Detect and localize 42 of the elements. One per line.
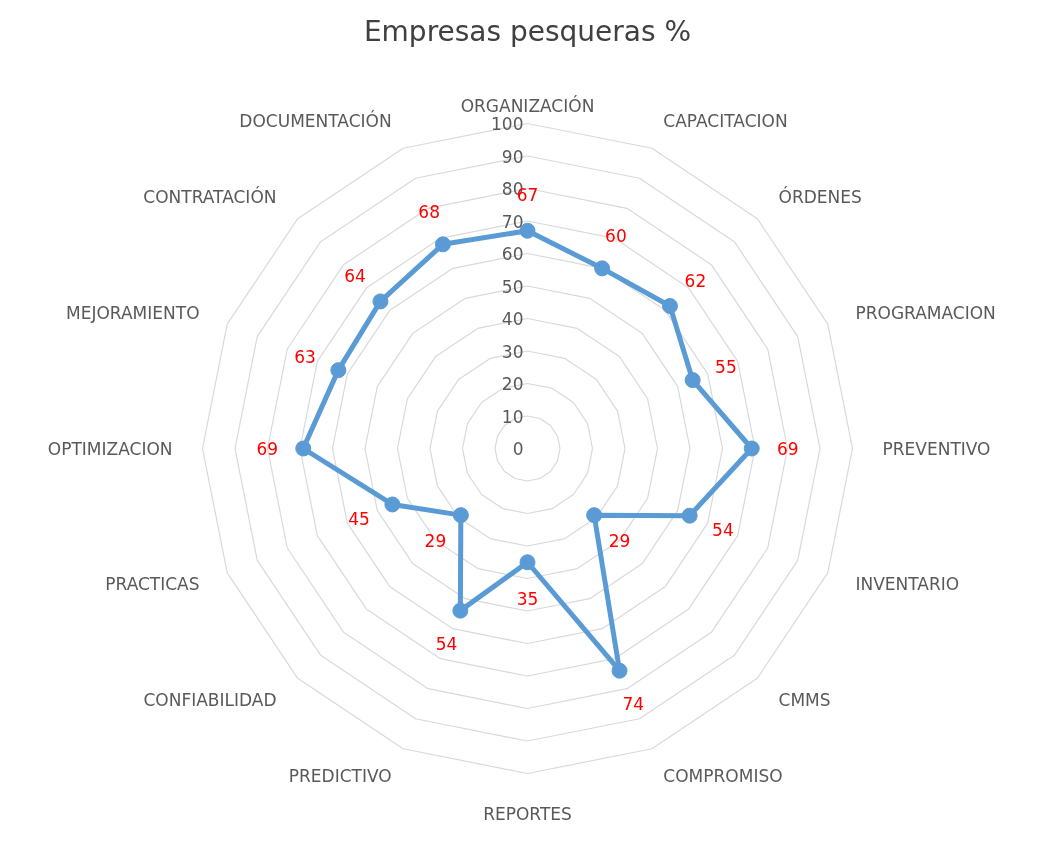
y-tick-label: 20 <box>501 374 524 394</box>
spoke-label: MEJORAMIENTO <box>66 302 200 323</box>
data-label: 69 <box>776 439 799 459</box>
spoke-label: PRACTICAS <box>105 574 200 595</box>
spoke-label: CONFIABILIDAD <box>143 689 277 710</box>
spoke-label: ORGANIZACIÓN <box>460 94 595 116</box>
data-label: 54 <box>712 519 734 540</box>
spoke-label: REPORTES <box>483 803 572 824</box>
spoke-label: OPTIMIZACION <box>47 438 173 459</box>
spoke-label: INVENTARIO <box>855 574 960 595</box>
spoke-label: COMPROMISO <box>663 766 783 787</box>
y-tick-label: 60 <box>501 244 524 264</box>
y-tick-label: 100 <box>491 114 524 134</box>
data-label: 63 <box>294 346 316 367</box>
y-tick-label: 50 <box>501 276 524 297</box>
data-label: 60 <box>605 225 627 246</box>
data-label: 69 <box>256 439 279 459</box>
spoke-label: PREVENTIVO <box>882 438 991 459</box>
spoke-label: PROGRAMACION <box>855 302 996 323</box>
data-label: 29 <box>424 531 447 552</box>
data-label: 54 <box>435 634 458 655</box>
spoke-label: CONTRATACIÓN <box>143 186 277 208</box>
data-label: 68 <box>418 201 440 222</box>
spoke-label: PREDICTIVO <box>288 766 392 787</box>
spoke-label: DOCUMENTACIÓN <box>239 109 392 131</box>
spoke-label: CAPACITACION <box>663 110 788 131</box>
data-label: 35 <box>516 588 539 609</box>
data-label: 74 <box>622 694 645 715</box>
y-tick-label: 30 <box>501 341 524 362</box>
spoke-label: CMMS <box>778 689 831 710</box>
spoke-label: ÓRDENES <box>778 186 862 208</box>
data-label: 29 <box>608 531 631 552</box>
chart-title: Empresas pesqueras % <box>363 14 692 48</box>
y-tick-label: 70 <box>501 211 524 232</box>
y-tick-label: 40 <box>501 309 524 329</box>
y-tick-label: 90 <box>501 146 524 167</box>
data-label: 45 <box>348 508 370 529</box>
y-tick-label: 0 <box>512 439 524 459</box>
y-tick-label: 10 <box>501 406 524 427</box>
data-label: 62 <box>684 271 707 292</box>
data-label: 55 <box>715 356 737 377</box>
data-label: 64 <box>344 266 366 287</box>
